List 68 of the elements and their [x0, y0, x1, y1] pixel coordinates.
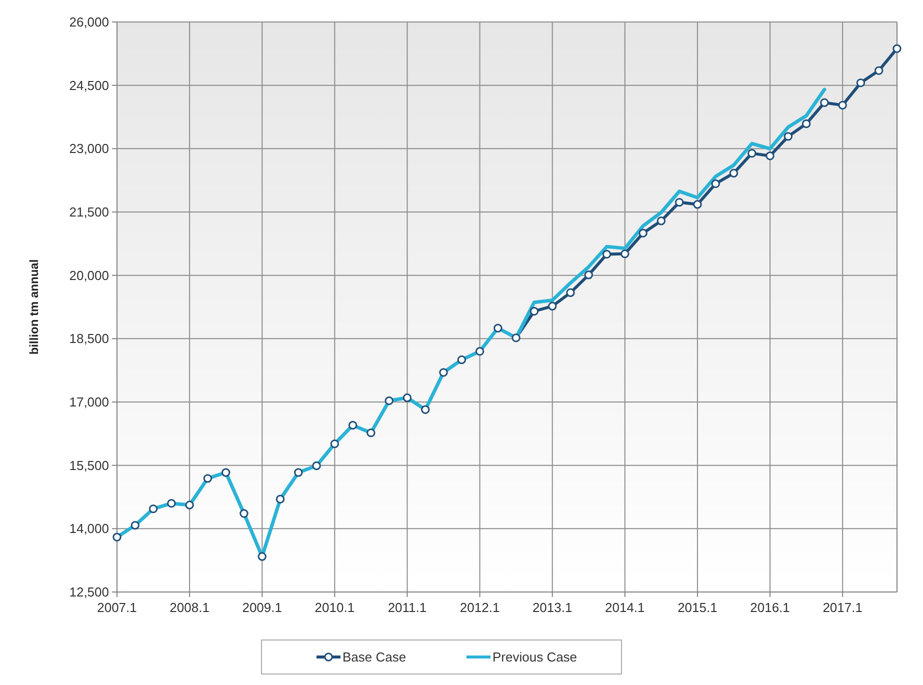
y-tick-label: 24,500 [69, 78, 109, 93]
point [784, 132, 793, 141]
y-tick-label: 12,500 [69, 584, 109, 600]
point [674, 198, 684, 207]
point [130, 520, 140, 530]
point [330, 439, 340, 448]
point [748, 148, 756, 158]
point [348, 420, 358, 430]
point [221, 468, 230, 477]
point [766, 151, 774, 160]
x-tick-label: 2012.1 [460, 600, 500, 615]
x-tick-label: 2013.1 [532, 600, 572, 615]
x-tick-label: 2014.1 [605, 600, 645, 615]
point [185, 500, 194, 510]
point [711, 179, 720, 188]
point [548, 302, 557, 311]
point [656, 216, 666, 226]
y-tick-label: 26,000 [69, 14, 109, 30]
point [638, 228, 648, 238]
point [203, 474, 212, 483]
y-tick-label: 15,500 [69, 458, 109, 473]
legend-label: Previous Case [492, 650, 578, 665]
x-tick-label: 2011.1 [388, 600, 427, 615]
point [566, 288, 575, 297]
y-axis-title: billion tm annual [27, 259, 41, 355]
point [312, 461, 321, 470]
point [475, 346, 484, 356]
point [820, 98, 829, 107]
point [729, 168, 738, 178]
point [384, 396, 394, 406]
x-tick-label: 2015.1 [678, 600, 718, 615]
point [602, 250, 612, 259]
point [258, 552, 266, 561]
x-tick-label: 2009.1 [242, 600, 282, 615]
legend-label: Base Case [342, 650, 406, 665]
point [276, 494, 285, 504]
x-tick-label: 2016.1 [750, 600, 790, 615]
x-tick-label: 2008.1 [170, 600, 210, 615]
point [856, 78, 866, 88]
point [402, 393, 412, 402]
y-tick-label: 14,000 [69, 521, 109, 536]
point [620, 249, 630, 258]
y-tick-label: 18,500 [69, 331, 109, 346]
x-tick-label: 2010.1 [314, 600, 355, 615]
point [512, 333, 520, 342]
point [240, 509, 248, 518]
point [439, 368, 448, 377]
point [693, 200, 702, 209]
x-tick-label: 2017.1 [822, 600, 862, 615]
x-tick-label: 2007.1 [97, 600, 137, 615]
point [530, 306, 539, 316]
point [167, 498, 176, 508]
point [294, 468, 303, 477]
y-tick-label: 21,500 [69, 204, 109, 220]
point [874, 66, 884, 75]
point [802, 119, 811, 128]
point [421, 405, 430, 414]
point [838, 100, 847, 110]
point [366, 428, 376, 438]
point [494, 324, 502, 332]
point [112, 532, 122, 542]
y-tick-label: 23,000 [69, 141, 109, 156]
point [457, 355, 466, 364]
point [892, 44, 902, 53]
point [148, 504, 158, 514]
point [584, 270, 593, 280]
y-tick-label: 20,000 [69, 268, 109, 283]
y-tick-label: 17,000 [69, 394, 109, 410]
